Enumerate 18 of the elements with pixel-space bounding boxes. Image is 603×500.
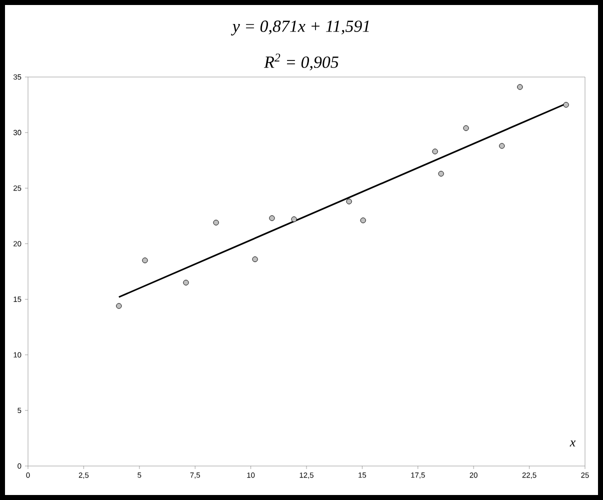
point bbox=[183, 280, 189, 286]
point bbox=[252, 256, 258, 262]
chart-title: y = 0,871x + 11,591 bbox=[230, 20, 369, 36]
point bbox=[563, 102, 569, 108]
chart-subtitle: R$^{2}$ = 0,905 bbox=[264, 54, 338, 70]
point bbox=[213, 220, 219, 226]
point bbox=[438, 170, 444, 177]
point bbox=[360, 218, 366, 224]
point bbox=[517, 84, 523, 90]
point bbox=[116, 303, 122, 309]
point bbox=[499, 143, 505, 149]
point bbox=[269, 215, 275, 221]
point bbox=[291, 216, 297, 222]
point bbox=[142, 258, 148, 264]
x-axis-title: x bbox=[570, 440, 576, 446]
point bbox=[346, 198, 352, 204]
point bbox=[432, 148, 438, 154]
point bbox=[463, 125, 469, 131]
